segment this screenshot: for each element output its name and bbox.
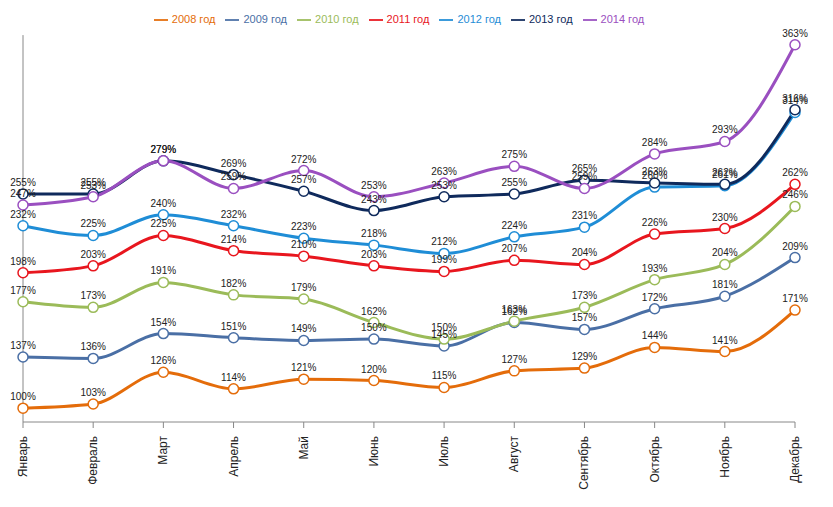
svg-text:151%: 151% xyxy=(221,321,247,332)
html-text:2008 год: 2008 год xyxy=(171,13,216,25)
svg-text:293%: 293% xyxy=(712,124,738,135)
svg-text:121%: 121% xyxy=(291,362,317,373)
svg-text:207%: 207% xyxy=(501,243,527,254)
svg-text:126%: 126% xyxy=(151,355,177,366)
svg-text:255%: 255% xyxy=(10,177,36,188)
svg-text:247%: 247% xyxy=(10,188,36,199)
svg-text:100%: 100% xyxy=(10,391,36,402)
svg-text:203%: 203% xyxy=(361,249,387,260)
svg-text:263%: 263% xyxy=(642,166,668,177)
svg-text:Январь: Январь xyxy=(16,436,30,477)
svg-text:Сентябрь: Сентябрь xyxy=(577,436,591,490)
svg-text:223%: 223% xyxy=(291,221,317,232)
html-text:2009 год: 2009 год xyxy=(243,13,287,25)
svg-text:Ноябрь: Ноябрь xyxy=(718,436,732,478)
svg-text:272%: 272% xyxy=(291,154,317,165)
svg-text:149%: 149% xyxy=(291,323,317,334)
html-text:2011 год: 2011 год xyxy=(386,13,430,25)
svg-text:199%: 199% xyxy=(431,254,457,265)
svg-text:179%: 179% xyxy=(291,282,317,293)
svg-text:127%: 127% xyxy=(501,354,527,365)
svg-text:255%: 255% xyxy=(501,177,527,188)
svg-text:157%: 157% xyxy=(572,312,598,323)
html-text:2012 год: 2012 год xyxy=(457,13,501,25)
svg-text:232%: 232% xyxy=(10,209,36,220)
svg-text:259%: 259% xyxy=(221,171,247,182)
svg-text:193%: 193% xyxy=(642,263,668,274)
svg-text:265%: 265% xyxy=(571,163,598,175)
svg-text:177%: 177% xyxy=(10,285,36,296)
svg-text:246%: 246% xyxy=(782,189,808,200)
svg-text:363%: 363% xyxy=(782,28,808,39)
svg-text:Декабрь: Декабрь xyxy=(788,436,802,483)
svg-text:Апрель: Апрель xyxy=(227,436,241,477)
svg-text:172%: 172% xyxy=(642,292,668,303)
svg-text:103%: 103% xyxy=(80,387,106,398)
html-text:2010 год: 2010 год xyxy=(315,13,359,25)
svg-text:181%: 181% xyxy=(712,279,738,290)
svg-text:212%: 212% xyxy=(431,236,457,247)
svg-text:253%: 253% xyxy=(431,180,457,191)
svg-text:171%: 171% xyxy=(782,293,808,304)
svg-text:141%: 141% xyxy=(712,335,738,346)
svg-text:114%: 114% xyxy=(221,372,246,383)
svg-text:259%: 259% xyxy=(572,171,598,182)
svg-text:145%: 145% xyxy=(431,329,457,340)
svg-text:209%: 209% xyxy=(782,241,808,252)
svg-text:144%: 144% xyxy=(642,330,668,341)
svg-text:182%: 182% xyxy=(221,278,247,289)
svg-text:191%: 191% xyxy=(151,265,177,276)
html-text:2013 год: 2013 год xyxy=(529,13,573,25)
svg-text:Март: Март xyxy=(156,436,170,465)
svg-text:214%: 214% xyxy=(221,234,247,245)
svg-text:163%: 163% xyxy=(501,304,527,315)
svg-text:262%: 262% xyxy=(782,167,808,178)
svg-text:Июнь: Июнь xyxy=(367,436,381,467)
svg-text:224%: 224% xyxy=(501,220,527,231)
svg-text:279%: 279% xyxy=(151,144,177,155)
svg-text:150%: 150% xyxy=(361,322,387,333)
svg-text:225%: 225% xyxy=(151,218,177,229)
svg-text:243%: 243% xyxy=(361,194,387,205)
svg-text:137%: 137% xyxy=(10,340,36,351)
svg-text:203%: 203% xyxy=(80,249,106,260)
svg-text:162%: 162% xyxy=(361,306,387,317)
svg-text:204%: 204% xyxy=(712,247,738,258)
svg-text:316%: 316% xyxy=(782,93,808,104)
svg-text:240%: 240% xyxy=(151,198,177,209)
svg-text:269%: 269% xyxy=(221,158,247,169)
svg-text:253%: 253% xyxy=(80,180,106,191)
svg-text:226%: 226% xyxy=(642,217,668,228)
svg-text:218%: 218% xyxy=(361,228,387,239)
svg-text:263%: 263% xyxy=(431,166,457,177)
svg-text:253%: 253% xyxy=(361,180,387,191)
svg-text:204%: 204% xyxy=(572,247,598,258)
svg-text:154%: 154% xyxy=(151,317,177,328)
svg-text:Май: Май xyxy=(297,436,311,460)
svg-text:232%: 232% xyxy=(221,209,247,220)
svg-text:230%: 230% xyxy=(712,212,738,223)
html-text:2014 год: 2014 год xyxy=(600,13,645,25)
svg-text:262%: 262% xyxy=(712,167,738,178)
svg-text:Февраль: Февраль xyxy=(86,436,100,485)
svg-text:210%: 210% xyxy=(291,239,317,250)
svg-text:225%: 225% xyxy=(80,218,106,229)
svg-text:120%: 120% xyxy=(361,364,387,375)
svg-text:173%: 173% xyxy=(80,290,106,301)
svg-text:Август: Август xyxy=(507,436,521,473)
svg-text:Июль: Июль xyxy=(437,436,451,467)
svg-text:136%: 136% xyxy=(80,341,106,352)
svg-text:173%: 173% xyxy=(572,290,598,301)
svg-text:231%: 231% xyxy=(572,210,598,221)
svg-text:129%: 129% xyxy=(572,351,598,362)
svg-text:150%: 150% xyxy=(431,322,457,333)
svg-text:284%: 284% xyxy=(642,137,668,148)
svg-text:257%: 257% xyxy=(291,174,317,185)
svg-text:279%: 279% xyxy=(151,144,177,155)
svg-text:198%: 198% xyxy=(10,256,36,267)
svg-text:115%: 115% xyxy=(432,370,457,381)
svg-text:Октябрь: Октябрь xyxy=(648,436,662,483)
svg-text:275%: 275% xyxy=(501,149,527,160)
